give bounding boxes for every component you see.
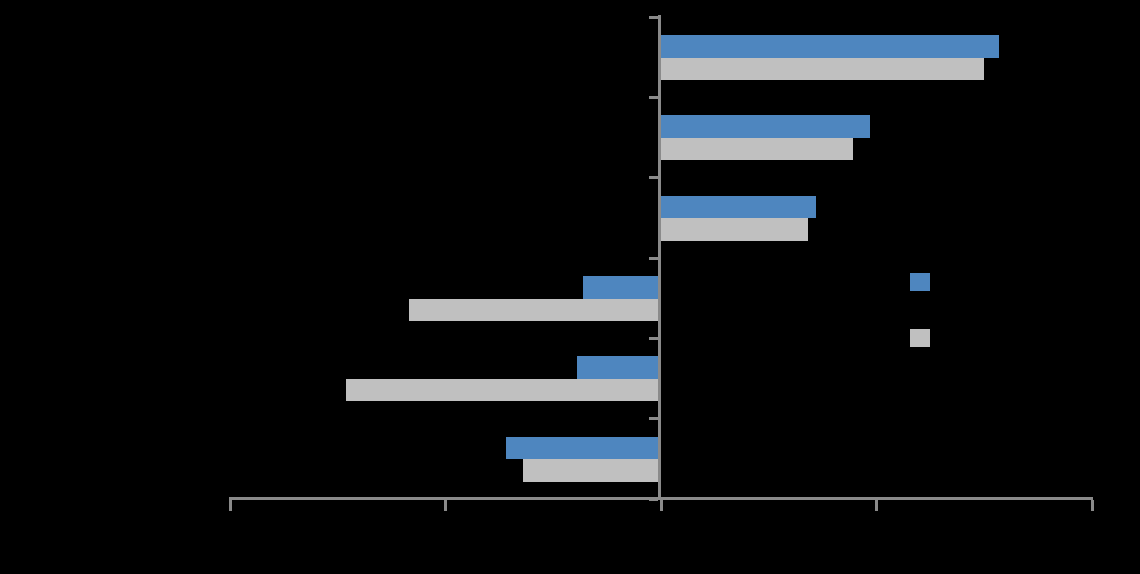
y-axis-tick	[649, 256, 658, 260]
y-axis-line	[658, 15, 661, 500]
x-axis-tick	[875, 500, 878, 511]
y-axis-tick	[649, 176, 658, 180]
bar-series2-cat1	[661, 57, 985, 80]
x-axis-tick	[1090, 500, 1094, 511]
bar-series1-cat2	[661, 115, 871, 138]
bar-series1-cat5	[576, 356, 661, 379]
y-axis-tick	[649, 417, 658, 421]
y-axis-tick	[649, 336, 658, 340]
legend-swatch-series2	[910, 329, 930, 347]
bar-series1-cat3	[661, 195, 817, 219]
x-axis-tick	[228, 500, 232, 511]
bar-series1-cat4	[583, 276, 661, 299]
y-axis-tick	[649, 15, 658, 19]
bar-series2-cat2	[661, 137, 853, 161]
legend-swatch-series1	[910, 273, 930, 291]
x-axis-line	[229, 497, 1093, 500]
bar-series2-cat5	[346, 378, 661, 402]
bar-series2-cat6	[523, 459, 661, 482]
bar-series2-cat3	[661, 218, 808, 241]
bar-series1-cat1	[661, 35, 1000, 58]
bar-series1-cat6	[505, 436, 661, 460]
bar-series2-cat4	[408, 298, 661, 321]
x-axis-tick	[444, 500, 447, 511]
y-axis-tick	[649, 95, 658, 99]
x-axis-tick	[659, 500, 663, 511]
